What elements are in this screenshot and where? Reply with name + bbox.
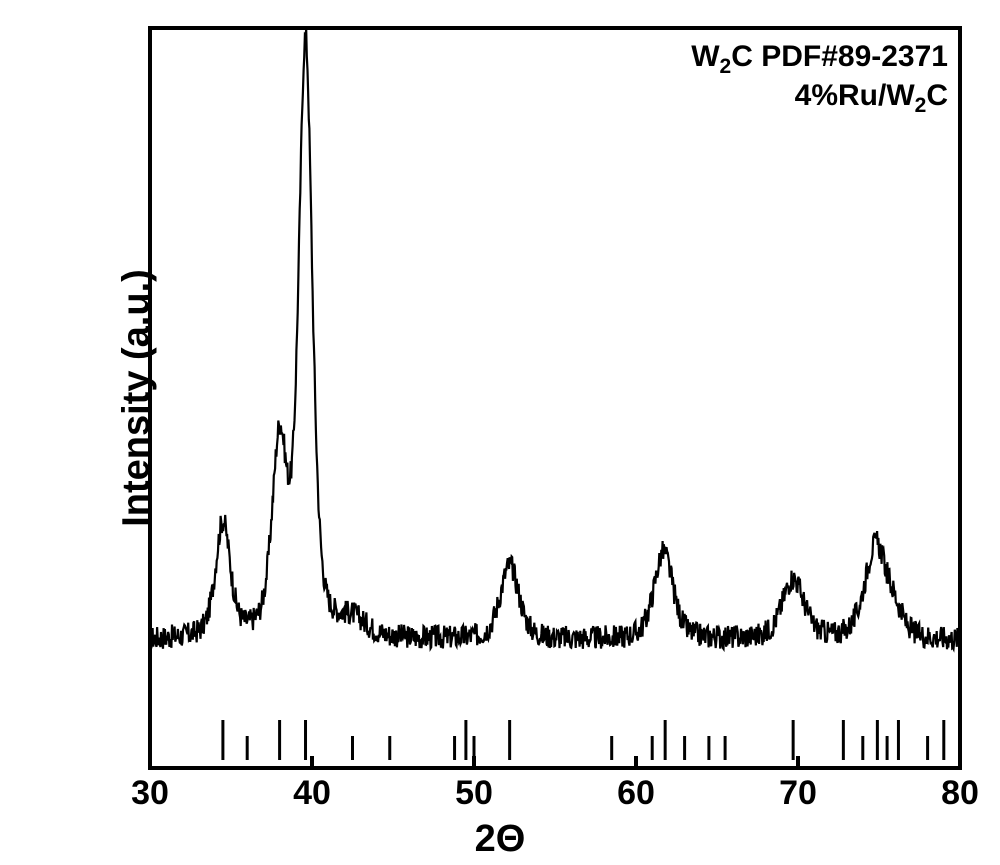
x-tick-label: 40 [282,774,342,813]
x-axis-label: 2Θ [0,818,1000,861]
x-tick-label: 60 [606,774,666,813]
plot-border [150,28,960,768]
x-tick-label: 70 [768,774,828,813]
chart-annotation: W2C PDF#89-23714%Ru/W2C [691,40,948,118]
y-axis-label: Intensity (a.u.) [115,269,158,527]
x-tick-label: 80 [930,774,990,813]
x-tick-label: 50 [444,774,504,813]
x-tick-label: 30 [120,774,180,813]
